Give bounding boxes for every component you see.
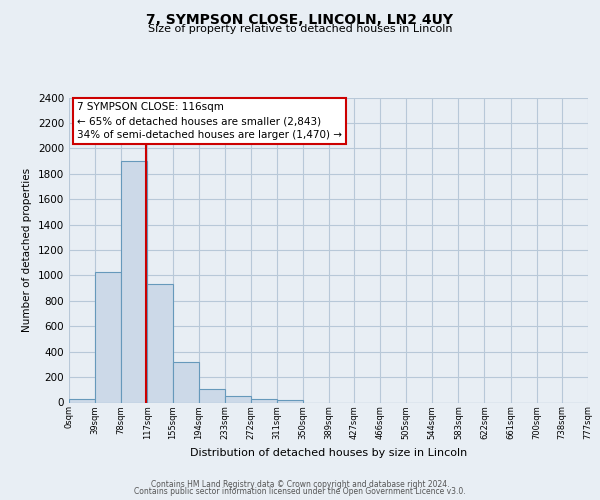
Bar: [69, 400, 95, 402]
Y-axis label: Number of detached properties: Number of detached properties: [22, 168, 32, 332]
Bar: [95, 272, 121, 402]
Bar: [173, 362, 199, 403]
Text: 7 SYMPSON CLOSE: 116sqm
← 65% of detached houses are smaller (2,843)
34% of semi: 7 SYMPSON CLOSE: 116sqm ← 65% of detache…: [77, 102, 342, 140]
Text: 7, SYMPSON CLOSE, LINCOLN, LN2 4UY: 7, SYMPSON CLOSE, LINCOLN, LN2 4UY: [146, 12, 454, 26]
Bar: [224, 396, 251, 402]
X-axis label: Distribution of detached houses by size in Lincoln: Distribution of detached houses by size …: [190, 448, 467, 458]
Bar: [277, 400, 303, 402]
Text: Size of property relative to detached houses in Lincoln: Size of property relative to detached ho…: [148, 24, 452, 34]
Bar: [199, 389, 224, 402]
Bar: [251, 398, 277, 402]
Text: Contains public sector information licensed under the Open Government Licence v3: Contains public sector information licen…: [134, 488, 466, 496]
Bar: [121, 161, 147, 402]
Text: Contains HM Land Registry data © Crown copyright and database right 2024.: Contains HM Land Registry data © Crown c…: [151, 480, 449, 489]
Bar: [147, 284, 173, 403]
